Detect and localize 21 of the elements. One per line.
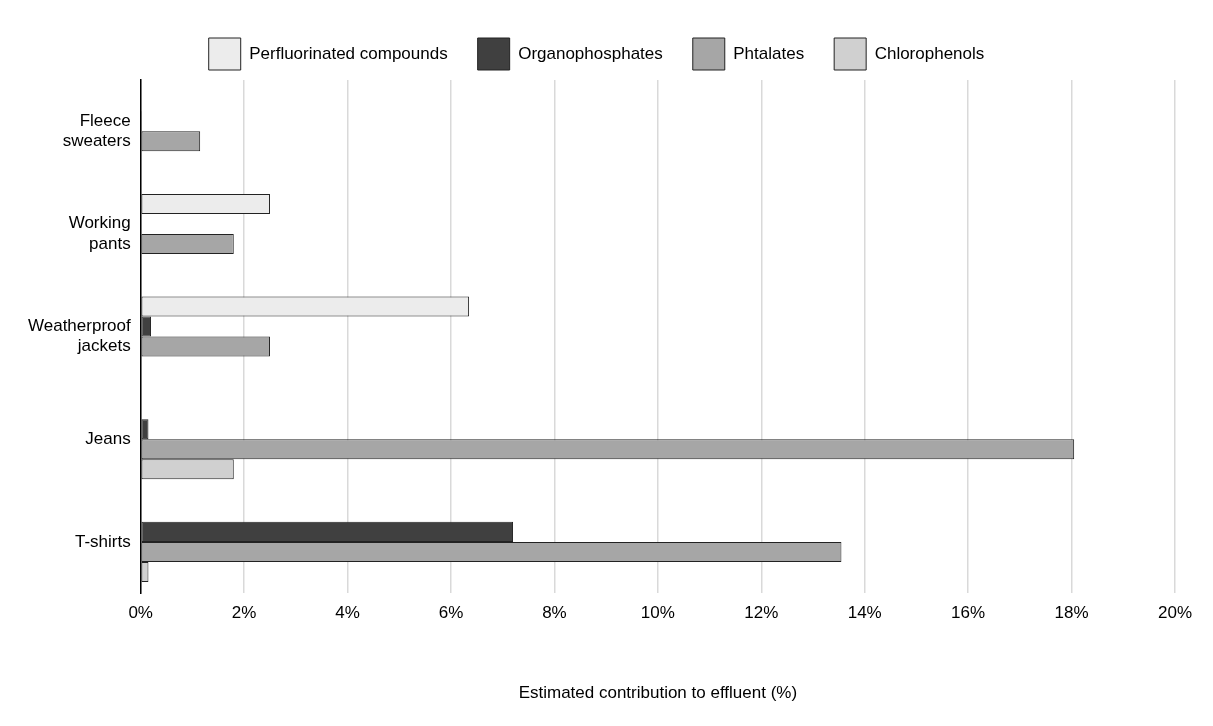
- y-tick-label: Working pants: [68, 213, 131, 253]
- x-tick-label: 20%: [1157, 603, 1193, 623]
- legend-label: Chlorophenols: [874, 43, 985, 63]
- x-tick-label: 10%: [640, 603, 675, 623]
- y-tick-label: Weatherproof jackets: [27, 316, 131, 356]
- legend-label: Perfluorinated compounds: [249, 43, 448, 63]
- x-tick-label: 16%: [951, 603, 986, 623]
- x-tick-label: 2%: [231, 603, 257, 623]
- y-tick-label: T-shirts: [74, 531, 131, 551]
- x-tick-label: 0%: [128, 603, 153, 623]
- y-tick-label: Fleece sweaters: [62, 110, 131, 151]
- y-tick-label: Jeans: [85, 428, 131, 448]
- x-tick-label: 14%: [847, 603, 882, 623]
- x-tick-label: 18%: [1054, 603, 1089, 623]
- x-tick-label: 6%: [438, 603, 464, 623]
- x-tick-label: 8%: [542, 603, 567, 623]
- x-tick-label: 12%: [744, 603, 779, 623]
- legend-label: Organophosphates: [518, 43, 663, 63]
- x-axis-title: Estimated contribution to effluent (%): [518, 683, 798, 703]
- legend-label: Phtalates: [733, 43, 805, 63]
- x-tick-label: 4%: [335, 603, 360, 623]
